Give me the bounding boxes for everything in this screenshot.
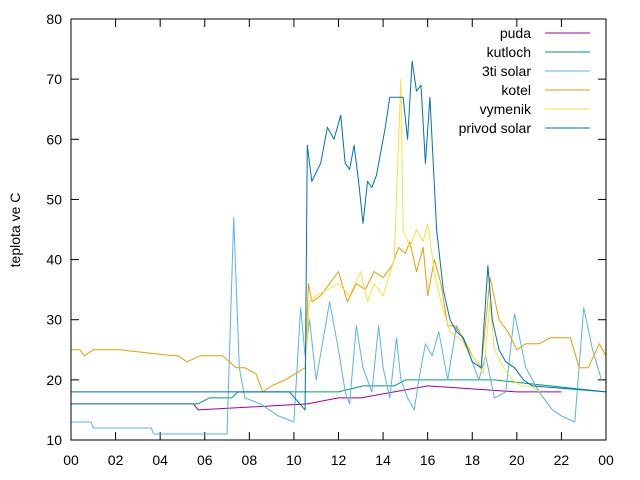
series-line-vymenik (304, 78, 540, 393)
plot-series (71, 60, 607, 435)
x-tick-label: 12 (331, 452, 347, 468)
series-line-privod-solar (71, 60, 607, 411)
x-tick-label: 00 (63, 452, 79, 468)
x-tick-label: 08 (242, 452, 258, 468)
legend-label: kutloch (487, 44, 531, 60)
y-tick-label: 30 (46, 312, 62, 328)
x-tick-label: 00 (598, 452, 614, 468)
series-line-kotel (71, 241, 607, 393)
y-tick-label: 80 (46, 11, 62, 27)
x-tick-label: 02 (108, 452, 124, 468)
x-tick-label: 06 (197, 452, 213, 468)
x-tick-label: 22 (554, 452, 570, 468)
x-tick-label: 20 (509, 452, 525, 468)
legend-label: vymenik (480, 101, 532, 117)
x-axis: 00 02 04 06 08 10 12 14 16 18 20 22 00 (63, 19, 614, 468)
x-tick-label: 16 (420, 452, 436, 468)
x-tick-label: 14 (375, 452, 391, 468)
x-tick-label: 10 (286, 452, 302, 468)
y-tick-label: 50 (46, 191, 62, 207)
series-line-3ti-solar (71, 217, 602, 435)
legend-label: 3ti solar (482, 63, 531, 79)
legend-label: privod solar (459, 120, 532, 136)
legend-label: kotel (501, 82, 531, 98)
y-tick-label: 40 (46, 252, 62, 268)
plot-frame (70, 18, 607, 441)
legend: puda kutloch 3ti solar kotel vymenik privod s… (459, 25, 590, 136)
y-tick-label: 10 (46, 432, 62, 448)
series-line-kutloch (71, 379, 607, 405)
y-tick-label: 70 (46, 71, 62, 87)
x-tick-label: 18 (464, 452, 480, 468)
y-tick-label: 20 (46, 372, 62, 388)
y-tick-label: 60 (46, 131, 62, 147)
y-axis-label: teplota ve C (7, 193, 23, 268)
legend-label: puda (500, 25, 531, 41)
x-tick-label: 04 (152, 452, 168, 468)
